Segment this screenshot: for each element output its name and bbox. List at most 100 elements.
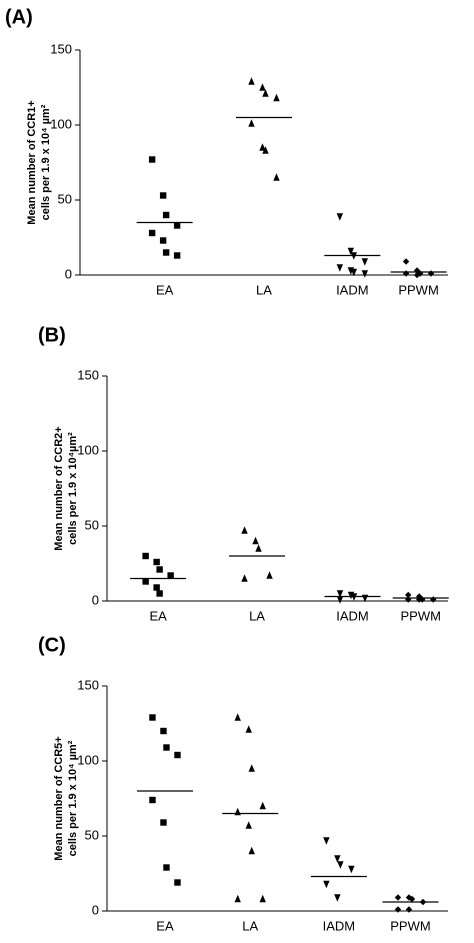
x-tick-label: PPWM — [390, 918, 430, 933]
point — [160, 727, 167, 735]
point — [174, 879, 181, 886]
point — [245, 725, 252, 733]
point — [419, 898, 427, 906]
point — [336, 596, 344, 604]
point — [163, 744, 170, 751]
point — [153, 584, 160, 591]
point — [323, 880, 330, 889]
y-axis-label: cells per 1.9 x 10⁴ µm² — [67, 740, 79, 856]
y-tick-label: 50 — [85, 517, 99, 532]
point — [248, 846, 255, 855]
point — [262, 89, 269, 97]
point — [174, 751, 181, 759]
point — [347, 247, 355, 256]
y-tick-label: 150 — [77, 677, 99, 692]
point — [156, 590, 163, 597]
x-tick-label: EA — [149, 608, 167, 623]
point — [350, 268, 358, 277]
point — [427, 270, 435, 277]
point — [248, 77, 255, 85]
point — [245, 821, 252, 829]
point — [163, 864, 170, 871]
point — [248, 764, 255, 772]
point — [148, 229, 156, 237]
point — [361, 270, 369, 278]
point — [394, 906, 402, 913]
point — [348, 865, 355, 874]
panel-label: (C) — [38, 634, 66, 656]
point — [167, 572, 174, 579]
point — [361, 594, 369, 603]
point — [402, 270, 410, 277]
point — [173, 252, 181, 259]
point — [241, 526, 248, 534]
point — [148, 156, 156, 163]
y-axis-label: cells per 1.9 x 10⁴µm² — [67, 432, 79, 545]
point — [255, 544, 262, 552]
y-axis-label: Mean number of CCR5+ — [53, 736, 65, 860]
point — [173, 222, 181, 229]
y-tick-label: 0 — [92, 592, 99, 607]
y-tick-label: 0 — [92, 902, 99, 917]
x-tick-label: IADM — [323, 918, 356, 933]
x-tick-label: LA — [249, 608, 265, 623]
point — [408, 895, 416, 903]
point — [159, 192, 167, 199]
point — [336, 264, 344, 272]
point — [336, 590, 344, 598]
panel-label: (A) — [5, 6, 33, 28]
panel-label: (B) — [38, 324, 66, 346]
point — [149, 796, 156, 804]
point — [394, 894, 402, 901]
y-tick-label: 50 — [85, 827, 99, 842]
point — [413, 271, 421, 279]
point — [156, 566, 163, 573]
point — [416, 596, 423, 603]
point — [259, 894, 266, 903]
y-axis-label: Mean number of CCR2+ — [53, 426, 65, 550]
point — [334, 855, 341, 863]
x-tick-label: EA — [156, 918, 174, 933]
point — [273, 173, 280, 181]
point — [162, 211, 170, 219]
point — [234, 894, 241, 903]
point — [234, 807, 241, 816]
point — [142, 552, 149, 560]
point — [149, 714, 156, 721]
x-tick-label: LA — [256, 282, 272, 297]
y-tick-label: 150 — [50, 41, 72, 56]
point — [273, 93, 280, 102]
point — [234, 713, 241, 721]
point — [159, 237, 167, 244]
x-tick-label: PPWM — [400, 608, 440, 623]
point — [402, 258, 410, 265]
point — [259, 801, 266, 810]
y-axis-label: Mean number of CCR1+ — [26, 100, 38, 224]
point — [252, 536, 259, 545]
x-tick-label: EA — [156, 282, 174, 297]
y-tick-label: 100 — [50, 116, 72, 131]
point — [361, 258, 369, 266]
point — [266, 571, 273, 579]
x-tick-label: PPWM — [398, 282, 438, 297]
point — [405, 596, 412, 603]
x-tick-label: IADM — [336, 282, 369, 297]
point — [430, 596, 437, 603]
y-tick-label: 150 — [77, 367, 99, 382]
y-axis-label: cells per 1.9 x 10⁴ µm² — [40, 104, 52, 220]
y-tick-label: 100 — [77, 442, 99, 457]
point — [259, 83, 266, 91]
y-tick-label: 50 — [58, 191, 72, 206]
point — [162, 249, 170, 256]
point — [405, 906, 413, 913]
point — [350, 593, 358, 601]
point — [160, 819, 167, 826]
x-tick-label: LA — [242, 918, 258, 933]
point — [334, 894, 341, 902]
point — [262, 146, 269, 154]
x-tick-label: IADM — [336, 608, 369, 623]
point — [142, 578, 149, 585]
point — [248, 119, 255, 127]
point — [350, 252, 358, 260]
